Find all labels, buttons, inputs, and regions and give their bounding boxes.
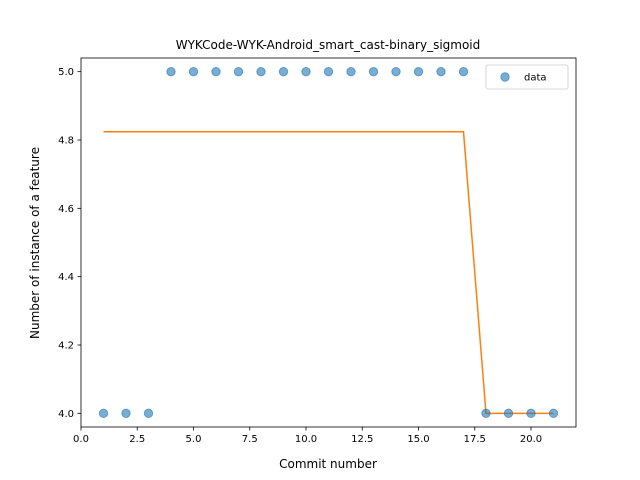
x-tick-label: 20.0	[520, 434, 542, 445]
data-point	[436, 66, 446, 77]
x-tick-label: 12.5	[351, 434, 373, 445]
data-point	[368, 66, 379, 77]
legend-label: data	[524, 73, 547, 84]
fit-line	[103, 131, 554, 415]
data-point	[143, 408, 154, 419]
data-point	[323, 66, 334, 77]
x-tick-label: 10.0	[295, 434, 317, 445]
data-point	[481, 408, 491, 419]
data-point	[548, 408, 559, 419]
data-point	[211, 66, 221, 77]
y-tick-label: 4.6	[58, 204, 74, 215]
y-axis-label: Number of instance of a feature	[28, 147, 42, 339]
plot-area	[80, 57, 577, 428]
y-tick-label: 4.2	[58, 341, 74, 352]
data-point	[256, 66, 266, 77]
axes-frame	[80, 57, 577, 428]
y-tick-label: 4.0	[58, 409, 74, 420]
y-tick-label: 4.4	[58, 272, 74, 283]
data-point	[526, 408, 536, 419]
data-point	[121, 408, 131, 419]
data-point	[346, 66, 356, 77]
x-tick-label: 5.0	[186, 434, 202, 445]
data-point	[503, 408, 514, 419]
x-tick-label: 2.5	[129, 434, 145, 445]
x-axis: 0.0 2.5 5.0 7.5 10.0 12.5 15.0 17.5 20.0	[73, 427, 542, 445]
y-axis: 4.0 4.2 4.4 4.6 4.8 5.0	[58, 67, 81, 420]
data-point	[391, 66, 401, 77]
data-point	[278, 66, 289, 77]
legend-marker	[500, 72, 510, 82]
data-point	[301, 66, 311, 77]
x-tick-label: 0.0	[73, 434, 89, 445]
x-tick-label: 17.5	[464, 434, 486, 445]
x-tick-label: 15.0	[407, 434, 429, 445]
data-point	[413, 66, 424, 77]
plot-background	[81, 58, 576, 427]
legend: data	[485, 64, 569, 90]
x-axis-label: Commit number	[279, 457, 377, 471]
data-point	[233, 66, 244, 77]
y-tick-label: 4.8	[58, 136, 74, 147]
legend-box	[485, 64, 569, 90]
x-tick-label: 7.5	[242, 434, 258, 445]
chart-title: WYKCode-WYK-Android_smart_cast-binary_si…	[176, 38, 481, 52]
data-point	[166, 66, 176, 77]
data-point	[98, 408, 109, 419]
data-point	[458, 66, 469, 77]
data-point	[188, 66, 199, 77]
y-tick-label: 5.0	[58, 67, 74, 78]
